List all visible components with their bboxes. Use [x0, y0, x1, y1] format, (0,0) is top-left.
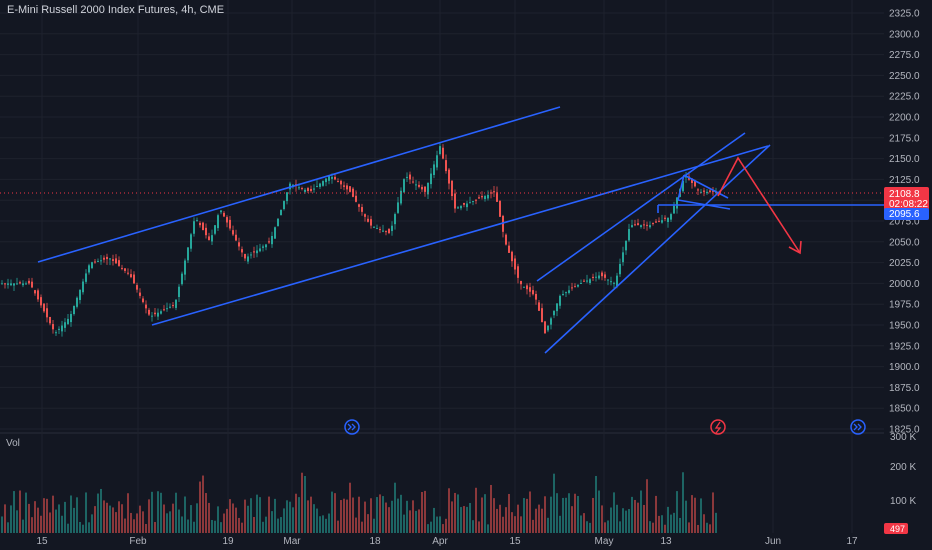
time-tick-label: 15	[509, 536, 521, 547]
time-tick-label: Feb	[129, 536, 147, 547]
price-tick-label: 2325.0	[889, 9, 920, 20]
time-tick-label: 15	[36, 536, 48, 547]
level-price-badge: 2095.6	[884, 208, 929, 220]
grid	[0, 0, 884, 533]
projection-arrow[interactable]	[717, 156, 802, 255]
volume-tick-label: 200 K	[890, 462, 916, 473]
price-tick-label: 1900.0	[889, 362, 920, 373]
time-tick-label: Jun	[765, 536, 781, 547]
double-chevron-right-icon[interactable]	[850, 419, 866, 435]
price-tick-label: 2050.0	[889, 237, 920, 248]
price-candles	[1, 142, 717, 337]
symbol-title[interactable]: E-Mini Russell 2000 Index Futures, 4h, C…	[7, 4, 225, 16]
price-tick-label: 2125.0	[889, 175, 920, 186]
pattern-line-3[interactable]	[677, 174, 685, 201]
time-tick-label: 13	[660, 536, 672, 547]
projection-path[interactable]	[717, 156, 801, 254]
price-tick-label: 2025.0	[889, 258, 920, 269]
price-tick-label: 1950.0	[889, 321, 920, 332]
volume-badge: 497	[884, 523, 908, 534]
time-tick-label: May	[595, 536, 614, 547]
volume-tick-label: 100 K	[890, 496, 916, 507]
time-tick-label: 17	[846, 536, 858, 547]
price-tick-label: 2300.0	[889, 29, 920, 40]
price-tick-label: 2250.0	[889, 71, 920, 82]
trend-drawings[interactable]	[37, 106, 884, 354]
time-tick-label: Mar	[283, 536, 301, 547]
lightning-icon[interactable]	[710, 419, 726, 435]
price-tick-label: 1825.0	[889, 425, 920, 436]
price-tick-label: 2075.0	[889, 217, 920, 228]
price-tick-label: 2200.0	[889, 113, 920, 124]
price-tick-label: 1925.0	[889, 341, 920, 352]
volume-label[interactable]: Vol	[6, 438, 20, 449]
price-tick-label: 1875.0	[889, 383, 920, 394]
price-tick-label: 2175.0	[889, 133, 920, 144]
lower-channel-line[interactable]	[151, 145, 769, 326]
rising-wedge-upper[interactable]	[536, 132, 746, 282]
volume-axis[interactable]: 300 K 200 K 100 K	[890, 432, 916, 507]
upper-channel-line[interactable]	[37, 106, 561, 263]
time-axis[interactable]: 15 Feb 19 Mar 18 Apr 15 May 13 Jun 17	[36, 536, 858, 547]
price-tick-label: 2225.0	[889, 92, 920, 103]
price-tick-label: 1850.0	[889, 404, 920, 415]
pattern-line-2[interactable]	[683, 174, 729, 199]
rising-wedge-lower[interactable]	[544, 144, 771, 354]
price-tick-label: 2150.0	[889, 154, 920, 165]
last-price-value: 2108.8	[889, 189, 920, 200]
time-tick-label: 18	[369, 536, 381, 547]
volume-badge-value: 497	[890, 524, 905, 534]
time-tick-label: Apr	[432, 536, 448, 547]
price-tick-label: 2275.0	[889, 50, 920, 61]
double-chevron-right-icon[interactable]	[344, 419, 360, 435]
volume-bars	[1, 472, 717, 533]
time-tick-label: 19	[222, 536, 234, 547]
level-price-value: 2095.6	[889, 209, 920, 220]
last-price-badge: 2108.8 02:08:22	[884, 187, 929, 210]
price-tick-label: 1975.0	[889, 300, 920, 311]
price-tick-label: 2000.0	[889, 279, 920, 290]
projection-arrowhead[interactable]	[788, 240, 802, 255]
bar-countdown: 02:08:22	[889, 199, 928, 210]
volume-tick-label: 300 K	[890, 432, 916, 443]
